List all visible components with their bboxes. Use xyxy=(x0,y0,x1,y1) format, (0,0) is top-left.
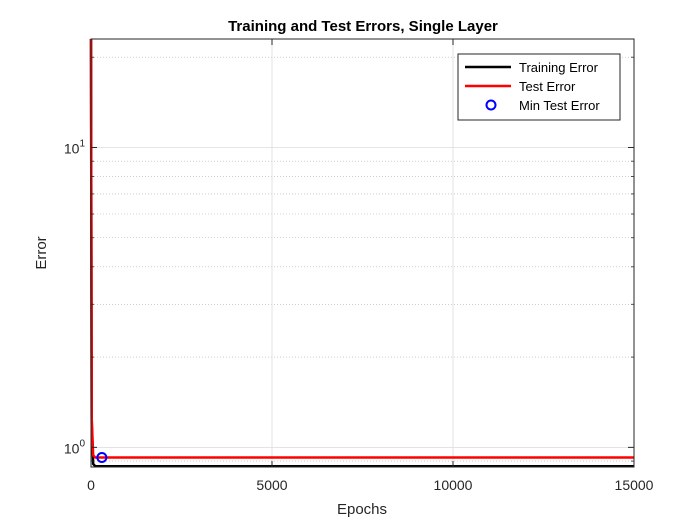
grid-major xyxy=(91,39,634,467)
x-tick-label: 5000 xyxy=(256,477,287,493)
legend-label-min-test-error: Min Test Error xyxy=(519,98,600,113)
grid-minor xyxy=(91,56,634,462)
chart-title: Training and Test Errors, Single Layer xyxy=(228,18,498,35)
marker-min-test-error xyxy=(96,452,108,464)
axes-box xyxy=(90,38,635,468)
legend: Training Error Test Error Min Test Error xyxy=(457,53,621,121)
x-axis-label: Epochs xyxy=(337,501,387,518)
y-axis-label: Error xyxy=(33,236,50,269)
y-tick-label: 100 xyxy=(64,438,86,456)
x-tick-label: 15000 xyxy=(615,477,654,493)
axis-ticks xyxy=(90,39,635,467)
x-tick-label: 0 xyxy=(87,477,95,493)
x-tick-labels: 0 5000 10000 15000 xyxy=(87,477,654,493)
x-tick-label: 10000 xyxy=(434,477,473,493)
legend-label-training-error: Training Error xyxy=(519,60,599,75)
y-tick-label: 101 xyxy=(64,138,86,156)
legend-marker-min-test-error xyxy=(485,99,497,111)
y-tick-labels: 100 101 xyxy=(64,138,86,456)
legend-label-test-error: Test Error xyxy=(519,79,576,94)
